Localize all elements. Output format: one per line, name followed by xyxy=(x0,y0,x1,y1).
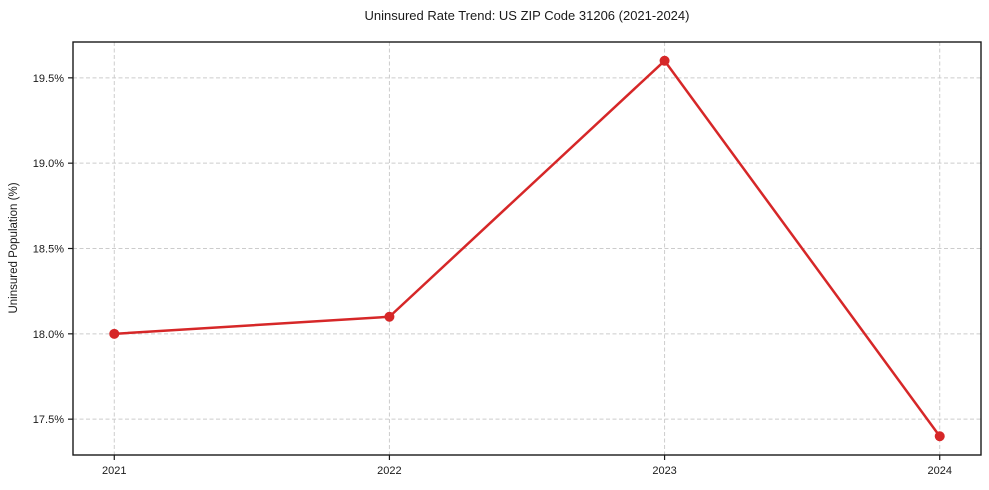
x-tick-label: 2022 xyxy=(377,465,401,477)
x-tick-label: 2021 xyxy=(102,465,126,477)
data-point-2021 xyxy=(109,328,120,339)
x-tick-label: 2024 xyxy=(927,465,951,477)
y-tick-label: 19.5% xyxy=(33,73,64,85)
data-point-2024 xyxy=(934,431,945,442)
x-tick-label: 2023 xyxy=(652,465,676,477)
chart-title: Uninsured Rate Trend: US ZIP Code 31206 … xyxy=(364,8,690,23)
trend-line xyxy=(113,59,941,438)
y-tick-label: 18.5% xyxy=(33,244,64,256)
y-axis-title: Uninsured Population (%) xyxy=(8,182,20,314)
y-tick-label: 18.0% xyxy=(33,329,64,341)
y-tick-label: 19.0% xyxy=(33,158,64,170)
plot-border xyxy=(72,41,982,456)
data-point-2023 xyxy=(659,55,670,66)
y-tick-label: 17.5% xyxy=(33,414,64,426)
data-point-2022 xyxy=(384,311,395,322)
